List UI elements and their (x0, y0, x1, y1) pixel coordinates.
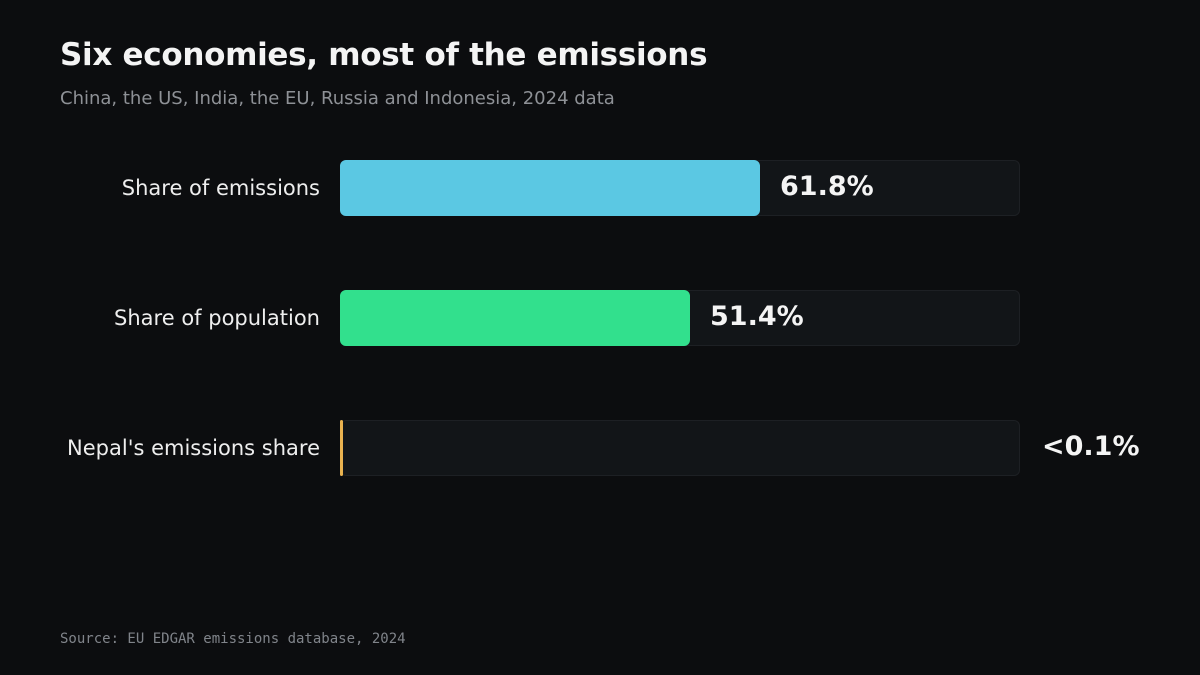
bar-nepal-s-emissions-share (340, 420, 343, 476)
source-note: Source: EU EDGAR emissions database, 202… (60, 631, 406, 647)
category-label-nepal-s-emissions-share: Nepal's emissions share (67, 436, 320, 460)
value-label-share-of-emissions: 61.8% (780, 171, 874, 202)
bar-track-nepal-s-emissions-share (340, 420, 1020, 476)
bar-share-of-emissions (340, 160, 760, 216)
bar-share-of-population (340, 290, 690, 346)
page-title: Six economies, most of the emissions (60, 37, 708, 73)
value-label-share-of-population: 51.4% (710, 301, 804, 332)
value-label-nepal-s-emissions-share: <0.1% (1042, 431, 1140, 462)
page-subtitle: China, the US, India, the EU, Russia and… (60, 88, 615, 109)
category-label-share-of-emissions: Share of emissions (121, 176, 320, 200)
category-label-share-of-population: Share of population (114, 306, 320, 330)
